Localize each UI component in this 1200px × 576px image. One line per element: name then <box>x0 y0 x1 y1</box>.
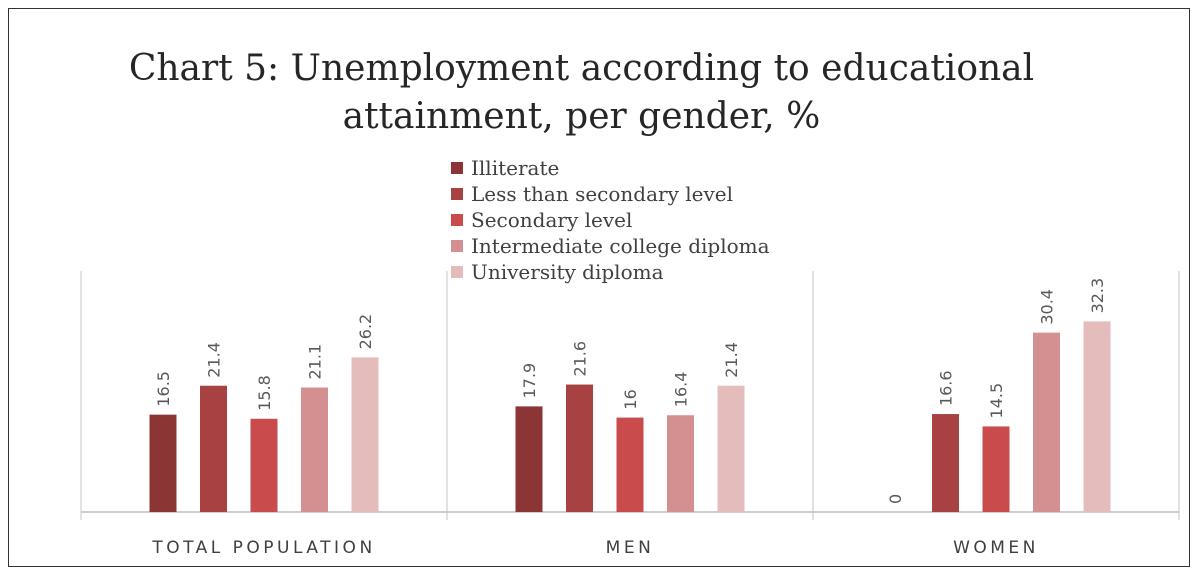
bar <box>982 426 1010 512</box>
legend-swatch <box>451 240 463 252</box>
bar <box>717 385 745 512</box>
bar-chart: 16.5 21.4 15.8 21.1 26.2 TOTAL POPULATION 17.9… <box>80 271 1180 558</box>
legend-item-less-than-secondary: Less than secondary level <box>451 181 770 207</box>
bar <box>149 414 177 512</box>
bar <box>667 415 694 512</box>
category-label: MEN <box>606 538 655 558</box>
legend-swatch <box>451 266 463 278</box>
data-label: 16 <box>621 389 640 409</box>
legend-swatch <box>451 188 463 200</box>
data-label: 21.6 <box>571 341 590 377</box>
legend-swatch <box>451 162 463 174</box>
chart-title-line-1: Chart 5: Unemployment according to educa… <box>128 48 1035 89</box>
bar <box>1033 332 1060 512</box>
bar <box>351 357 379 512</box>
data-label: 16.5 <box>154 371 173 407</box>
category-label: TOTAL POPULATION <box>151 538 375 558</box>
chart-frame: Chart 5: Unemployment according to educa… <box>8 8 1190 567</box>
data-label: 21.4 <box>205 342 224 378</box>
data-label: 16.4 <box>672 372 691 408</box>
legend-label: University diploma <box>471 260 664 284</box>
data-label: 15.8 <box>255 375 274 411</box>
data-label: 30.4 <box>1038 289 1057 325</box>
category-label: WOMEN <box>953 538 1039 558</box>
legend: Illiterate Less than secondary level Sec… <box>451 155 770 285</box>
chart-title: Chart 5: Unemployment according to educa… <box>9 45 1154 141</box>
data-label: 21.1 <box>306 344 325 380</box>
bar <box>932 414 959 512</box>
bar <box>1083 321 1111 512</box>
legend-swatch <box>451 214 463 226</box>
legend-label: Less than secondary level <box>471 182 734 206</box>
data-label: 14.5 <box>987 383 1006 419</box>
data-label: 26.2 <box>356 314 375 350</box>
legend-item-university: University diploma <box>451 259 770 285</box>
data-label: 0 <box>886 494 905 504</box>
bar <box>566 384 593 512</box>
legend-label: Illiterate <box>471 156 560 180</box>
bar <box>200 385 227 512</box>
bar <box>250 418 278 512</box>
legend-label: Secondary level <box>471 208 633 232</box>
bar <box>301 387 328 512</box>
data-label: 16.6 <box>937 370 956 406</box>
data-label: 17.9 <box>520 363 539 399</box>
legend-item-intermediate-college: Intermediate college diploma <box>451 233 770 259</box>
legend-label: Intermediate college diploma <box>471 234 770 258</box>
legend-item-illiterate: Illiterate <box>451 155 770 181</box>
bar <box>515 406 543 512</box>
bar <box>616 417 644 512</box>
data-label: 21.4 <box>722 342 741 378</box>
legend-item-secondary: Secondary level <box>451 207 770 233</box>
chart-title-line-2: attainment, per gender, % <box>342 96 821 137</box>
data-label: 32.3 <box>1088 278 1107 314</box>
